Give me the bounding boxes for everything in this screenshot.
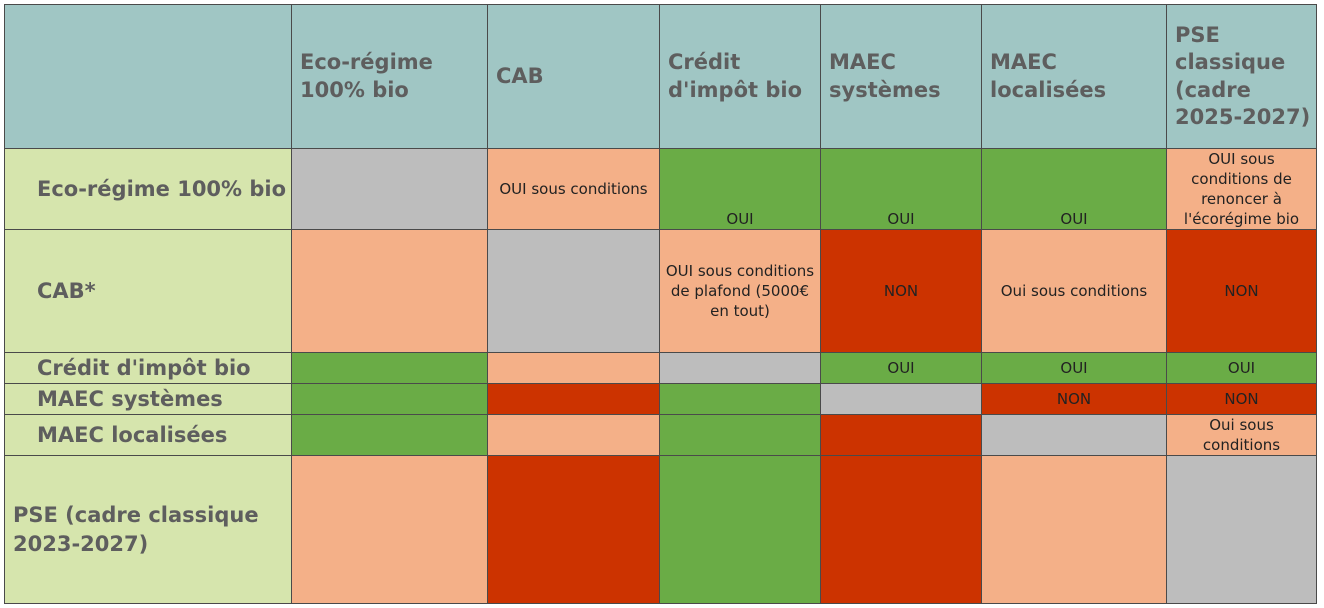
col-header-eco-regime: Eco-régime 100% bio	[292, 5, 488, 149]
cell-text: Oui sous conditions	[1000, 281, 1148, 300]
cell-text: OUI	[1060, 209, 1088, 228]
table-cell: OUI	[821, 149, 982, 230]
row-header-label: Eco-régime 100% bio	[37, 176, 287, 201]
col-header-label: MAEC localisées	[990, 50, 1107, 102]
table-cell: OUI	[660, 149, 821, 230]
table-cell	[292, 230, 488, 353]
table-cell	[488, 456, 660, 604]
table-cell	[821, 384, 982, 415]
table-cell	[821, 456, 982, 604]
cell-text: Oui sous conditions	[1202, 415, 1281, 454]
table-cell	[292, 456, 488, 604]
table-cell: OUI sous conditions	[488, 149, 660, 230]
cell-text: OUI sous conditions de plafond (5000€ en…	[665, 261, 815, 321]
table-cell: OUI sous conditions de plafond (5000€ en…	[660, 230, 821, 353]
cell-text: OUI	[726, 209, 754, 228]
table-cell: NON	[1167, 230, 1317, 353]
col-header-label: Crédit d'impôt bio	[668, 50, 803, 102]
table-cell	[660, 384, 821, 415]
table-cell	[488, 384, 660, 415]
col-header-maec-systemes: MAEC systèmes	[821, 5, 982, 149]
col-header-label: CAB	[496, 63, 544, 88]
row-header-pse: PSE (cadre classique 2023-2027)	[5, 456, 292, 604]
table-cell	[821, 415, 982, 456]
table-cell	[660, 415, 821, 456]
table-cell: OUI	[982, 353, 1167, 384]
table-cell: NON	[821, 230, 982, 353]
cell-text: NON	[1056, 389, 1092, 408]
table-cell	[292, 149, 488, 230]
table-cell	[982, 456, 1167, 604]
table-cell: OUI sous conditions de renoncer à l'écor…	[1167, 149, 1317, 230]
table-cell	[660, 456, 821, 604]
table-cell	[292, 384, 488, 415]
cell-text: OUI	[887, 209, 915, 228]
table-cell: NON	[1167, 384, 1317, 415]
col-header-maec-localisees: MAEC localisées	[982, 5, 1167, 149]
cell-text: OUI sous conditions de renoncer à l'écor…	[1183, 149, 1300, 229]
table-cell: OUI	[821, 353, 982, 384]
row-header-credit-impot: Crédit d'impôt bio	[5, 353, 292, 384]
cell-text: NON	[1224, 389, 1259, 408]
table-cell	[488, 353, 660, 384]
cell-text: NON	[1224, 281, 1259, 300]
table-cell: OUI	[1167, 353, 1317, 384]
cell-text: OUI	[887, 358, 915, 377]
table-cell	[982, 415, 1167, 456]
table-cell	[660, 353, 821, 384]
row-header-cab: CAB*	[5, 230, 292, 353]
row-header-maec-localisees: MAEC localisées	[5, 415, 292, 456]
cell-text: OUI	[1060, 358, 1088, 377]
table-cell	[1167, 456, 1317, 604]
table-corner	[5, 5, 292, 149]
table-cell	[292, 415, 488, 456]
row-header-label: Crédit d'impôt bio	[37, 355, 251, 380]
table-cell: Oui sous conditions	[1167, 415, 1317, 456]
compatibility-table: Eco-régime 100% bio CAB Crédit d'impôt b…	[4, 4, 1317, 604]
row-header-eco-regime: Eco-régime 100% bio	[5, 149, 292, 230]
table-cell	[488, 230, 660, 353]
col-header-label: Eco-régime 100% bio	[300, 50, 433, 102]
cell-text: OUI	[1227, 358, 1256, 377]
row-header-label: PSE (cadre classique 2023-2027)	[13, 503, 259, 556]
row-header-label: CAB*	[37, 278, 96, 303]
table-cell: NON	[982, 384, 1167, 415]
table-cell	[292, 353, 488, 384]
table-cell: OUI	[982, 149, 1167, 230]
row-header-label: MAEC systèmes	[37, 386, 223, 411]
row-header-label: MAEC localisées	[37, 422, 228, 447]
cell-text: NON	[883, 281, 919, 300]
col-header-pse: PSE classique (cadre 2025-2027)	[1167, 5, 1317, 149]
table-cell: Oui sous conditions	[982, 230, 1167, 353]
col-header-label: PSE classique (cadre 2025-2027)	[1175, 22, 1311, 129]
cell-text: OUI sous conditions	[499, 179, 648, 198]
row-header-maec-systemes: MAEC systèmes	[5, 384, 292, 415]
table-cell	[488, 415, 660, 456]
col-header-cab: CAB	[488, 5, 660, 149]
col-header-credit-impot: Crédit d'impôt bio	[660, 5, 821, 149]
col-header-label: MAEC systèmes	[829, 50, 941, 102]
